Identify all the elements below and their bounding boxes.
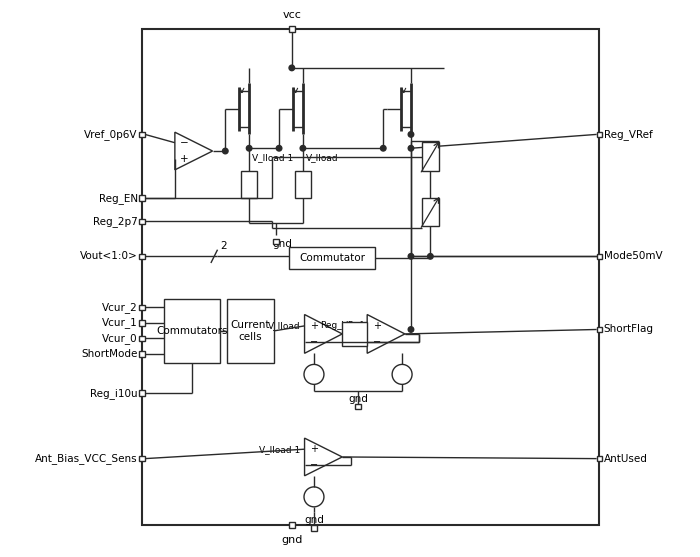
Text: −: − bbox=[180, 138, 188, 148]
Text: V_Iload: V_Iload bbox=[267, 321, 300, 330]
Circle shape bbox=[289, 65, 295, 71]
Bar bbox=[596, 253, 602, 259]
Text: Vout<1:0>: Vout<1:0> bbox=[80, 251, 138, 261]
Bar bbox=[356, 404, 360, 409]
Bar bbox=[227, 299, 274, 363]
Text: gnd: gnd bbox=[304, 515, 324, 525]
Bar bbox=[139, 219, 145, 224]
Text: Commutator: Commutator bbox=[299, 253, 365, 263]
Text: −: − bbox=[310, 337, 319, 347]
Bar bbox=[273, 238, 279, 244]
Text: gnd: gnd bbox=[281, 535, 302, 545]
Text: Vcur_0: Vcur_0 bbox=[102, 333, 138, 344]
Bar bbox=[596, 456, 602, 461]
Bar bbox=[422, 198, 439, 226]
Text: 2: 2 bbox=[220, 241, 226, 251]
Bar bbox=[289, 522, 295, 528]
Text: +: + bbox=[310, 444, 318, 454]
Text: gnd: gnd bbox=[348, 394, 368, 404]
Text: AntUsed: AntUsed bbox=[604, 453, 648, 463]
Bar bbox=[596, 131, 602, 137]
Text: V_Iload: V_Iload bbox=[306, 153, 338, 162]
Text: −: − bbox=[310, 460, 319, 470]
Bar bbox=[289, 26, 295, 32]
Text: Ant_Bias_VCC_Sens: Ant_Bias_VCC_Sens bbox=[35, 453, 138, 464]
Bar bbox=[139, 131, 145, 137]
Bar bbox=[139, 351, 145, 356]
Circle shape bbox=[408, 131, 414, 137]
Text: ShortFlag: ShortFlag bbox=[604, 325, 654, 335]
Text: vcc: vcc bbox=[282, 9, 301, 19]
Bar bbox=[342, 322, 368, 346]
Text: ShortMode: ShortMode bbox=[81, 349, 138, 359]
Text: Mode50mV: Mode50mV bbox=[604, 251, 662, 261]
Text: Reg_VRef: Reg_VRef bbox=[604, 129, 652, 140]
Text: +: + bbox=[372, 321, 381, 331]
Bar bbox=[139, 335, 145, 341]
Bar bbox=[139, 305, 145, 310]
Bar bbox=[312, 525, 316, 531]
Bar bbox=[139, 456, 145, 461]
Bar bbox=[139, 390, 145, 396]
Circle shape bbox=[300, 145, 306, 151]
Text: Vcur_1: Vcur_1 bbox=[102, 317, 138, 328]
Bar bbox=[139, 196, 145, 201]
Bar bbox=[596, 327, 602, 333]
Text: +: + bbox=[310, 321, 318, 331]
Text: +: + bbox=[180, 154, 188, 164]
Text: Vref_0p6V: Vref_0p6V bbox=[84, 129, 138, 140]
Text: Reg_2p7: Reg_2p7 bbox=[93, 216, 138, 227]
Text: Current
cells: Current cells bbox=[231, 320, 270, 341]
Bar bbox=[164, 299, 220, 363]
Circle shape bbox=[428, 253, 433, 259]
Text: Reg_VRef: Reg_VRef bbox=[320, 321, 363, 330]
Bar bbox=[289, 247, 375, 269]
Bar bbox=[139, 253, 145, 259]
Bar bbox=[241, 171, 257, 198]
Circle shape bbox=[408, 145, 414, 151]
Circle shape bbox=[381, 145, 386, 151]
Circle shape bbox=[408, 327, 414, 333]
Bar bbox=[142, 29, 599, 525]
Text: Reg_i10u: Reg_i10u bbox=[90, 388, 138, 399]
Text: Reg_EN: Reg_EN bbox=[99, 193, 138, 204]
Bar bbox=[139, 320, 145, 326]
Bar bbox=[422, 142, 439, 171]
Text: V_Iload 1: V_Iload 1 bbox=[259, 444, 300, 454]
Text: V_Iload 1: V_Iload 1 bbox=[252, 153, 293, 162]
Text: gnd: gnd bbox=[273, 239, 293, 249]
Text: Vcur_2: Vcur_2 bbox=[102, 302, 138, 313]
Text: Commutators: Commutators bbox=[156, 326, 228, 336]
Circle shape bbox=[246, 145, 252, 151]
Circle shape bbox=[408, 253, 414, 259]
Bar bbox=[295, 171, 311, 198]
Circle shape bbox=[276, 145, 282, 151]
Circle shape bbox=[223, 148, 228, 154]
Text: −: − bbox=[372, 337, 381, 347]
